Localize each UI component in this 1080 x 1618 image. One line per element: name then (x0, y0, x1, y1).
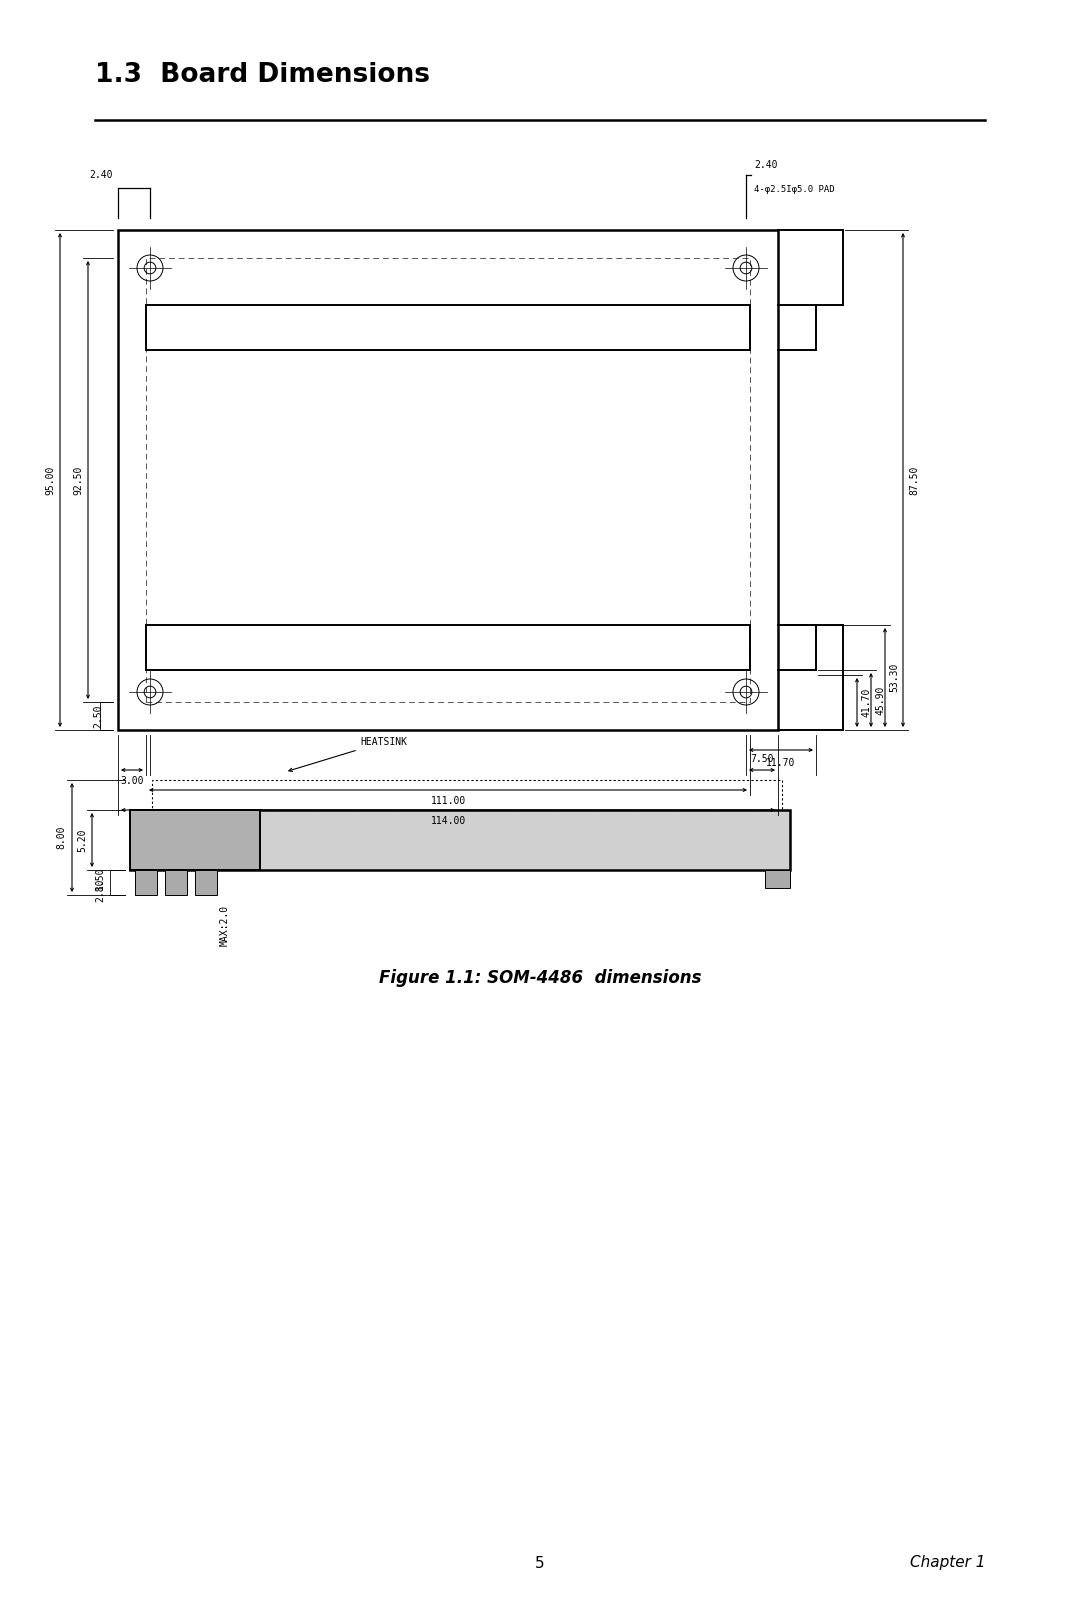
Text: 41.70: 41.70 (861, 688, 870, 717)
Text: 2.40: 2.40 (754, 160, 778, 170)
Bar (118, 230, 778, 730)
Bar (146, 257, 750, 702)
Text: 5: 5 (536, 1555, 544, 1571)
Text: 114.00: 114.00 (430, 815, 465, 827)
Bar (152, 780, 782, 811)
Bar (165, 870, 187, 895)
Bar (130, 811, 260, 870)
Text: 95.00: 95.00 (45, 466, 55, 495)
Text: 5.20: 5.20 (77, 828, 87, 851)
Text: 1.3  Board Dimensions: 1.3 Board Dimensions (95, 61, 430, 87)
Text: 8.00: 8.00 (56, 825, 66, 849)
Text: 7.50: 7.50 (751, 754, 773, 764)
Bar (135, 870, 157, 895)
Text: 2.80: 2.80 (95, 879, 105, 903)
Text: Figure 1.1: SOM-4486  dimensions: Figure 1.1: SOM-4486 dimensions (379, 969, 701, 987)
Bar (195, 870, 217, 895)
Text: 45.90: 45.90 (875, 686, 885, 715)
Text: 2.50: 2.50 (93, 704, 103, 728)
Text: 1.50: 1.50 (95, 867, 105, 890)
Bar (130, 811, 789, 870)
Text: Chapter 1: Chapter 1 (909, 1555, 985, 1571)
Text: 2.40: 2.40 (90, 170, 113, 180)
Text: 111.00: 111.00 (430, 796, 465, 806)
Text: MAX:2.0: MAX:2.0 (220, 904, 230, 947)
Text: 53.30: 53.30 (889, 663, 899, 693)
Text: 4-φ2.5Iφ5.0 PAD: 4-φ2.5Iφ5.0 PAD (754, 184, 835, 194)
Text: 92.50: 92.50 (73, 466, 83, 495)
Text: 11.70: 11.70 (767, 757, 796, 769)
Text: 3.00: 3.00 (120, 777, 144, 786)
Bar (765, 870, 789, 888)
Text: HEATSINK: HEATSINK (288, 738, 407, 772)
Text: 87.50: 87.50 (909, 466, 919, 495)
